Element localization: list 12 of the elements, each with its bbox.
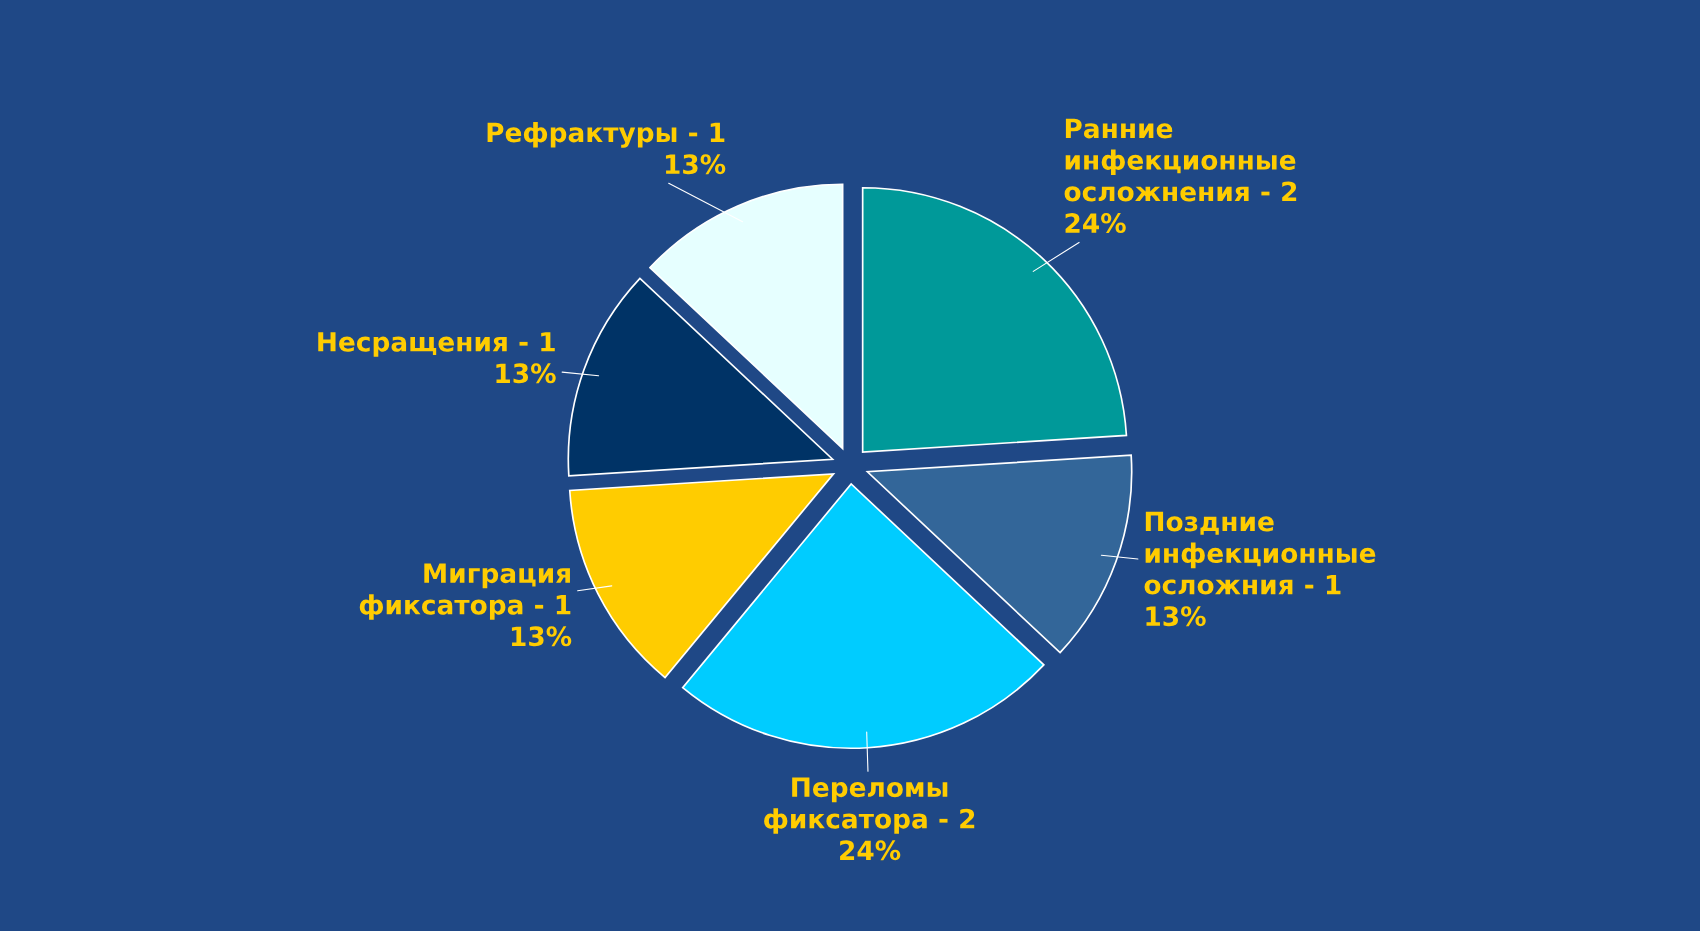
data-label: 13% [1146, 606, 1206, 627]
slice-label: Миграция фиксатора - 1 [359, 563, 571, 620]
data-label: 24% [1065, 213, 1126, 234]
slice-label: Поздние инфекционные осложния - 1 [1144, 511, 1376, 595]
data-label: 13% [665, 154, 726, 175]
data-label: 13% [511, 626, 572, 647]
slice-label: Несращения - 1 [318, 332, 555, 357]
slice-label: Переломы фиксатора - 2 [764, 777, 975, 834]
slice-label: Рефрактуры - 1 [487, 121, 725, 148]
slice-label: Ранние инфекционные осложнения - 2 [1064, 118, 1297, 202]
data-label: 13% [496, 363, 556, 384]
data-label: 24% [840, 840, 901, 861]
